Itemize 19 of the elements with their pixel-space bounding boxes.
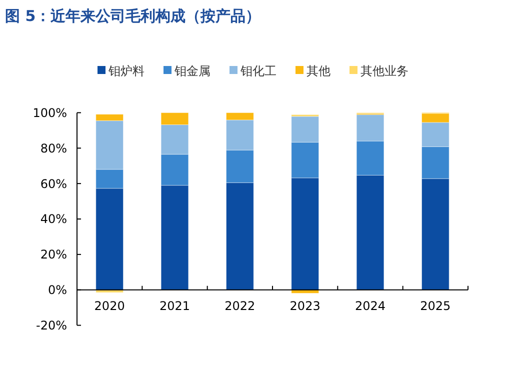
legend-label: 钼化工 xyxy=(240,64,276,78)
legend-label: 钼炉料 xyxy=(108,64,144,78)
legend-label: 钼金属 xyxy=(174,64,210,78)
chart-title: 图 5：近年来公司毛利构成（按产品） xyxy=(5,7,261,25)
x-tick-label: 2022 xyxy=(224,298,256,313)
y-tick-label: 20% xyxy=(40,248,67,262)
y-tick-label: 60% xyxy=(40,176,67,191)
y-tick-label: 40% xyxy=(40,212,67,226)
legend-label: 其他 xyxy=(306,64,330,78)
x-tick-label: 2024 xyxy=(354,298,386,313)
y-tick-label: 100% xyxy=(32,106,67,120)
y-tick-label: 80% xyxy=(40,141,67,156)
legend-label: 其他业务 xyxy=(360,64,408,78)
y-tick-label: 0% xyxy=(48,283,67,298)
y-tick-label: -20% xyxy=(36,318,67,332)
x-tick-label: 2025 xyxy=(420,298,451,313)
x-tick-label: 2023 xyxy=(290,298,320,313)
x-tick-label: 2021 xyxy=(159,298,190,313)
x-tick-label: 2020 xyxy=(94,298,125,313)
